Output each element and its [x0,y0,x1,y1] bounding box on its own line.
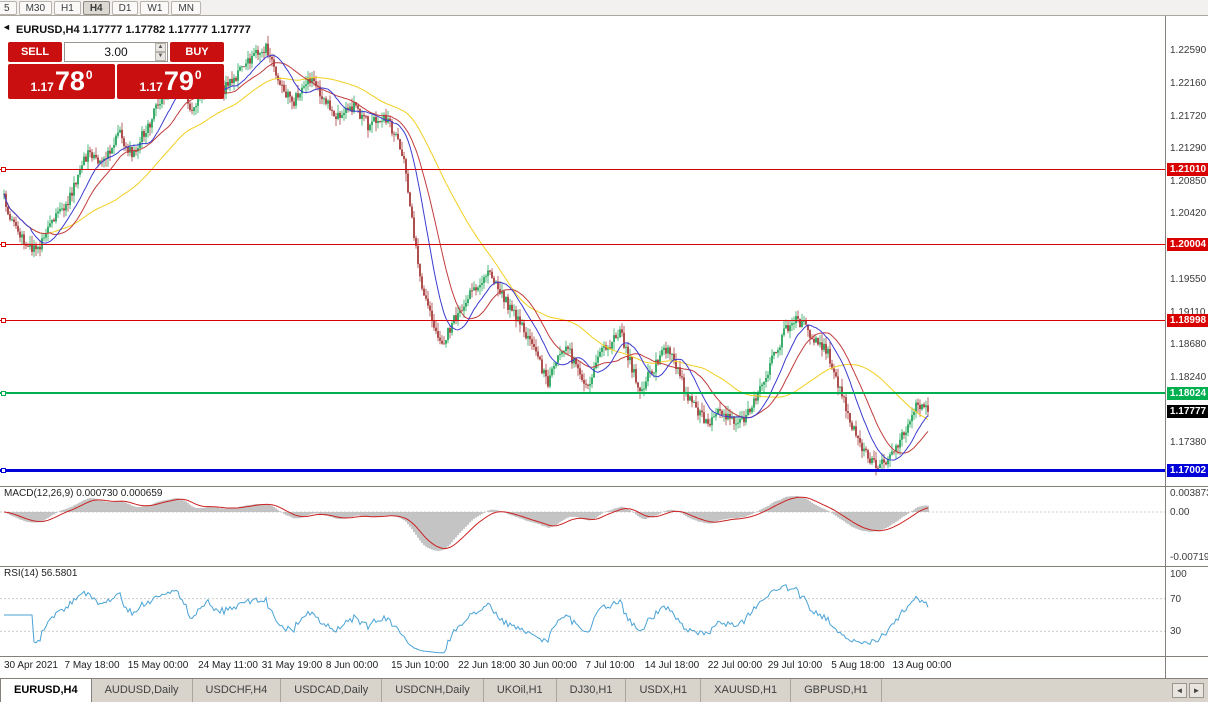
price-scale-label: 1.18240 [1170,372,1207,384]
hline-handle[interactable] [1,242,6,247]
symbol-tab-usdcad[interactable]: USDCAD,Daily [281,679,383,702]
symbol-tab-eurusd[interactable]: EURUSD,H4 [0,679,92,702]
main-chart[interactable]: ◄ EURUSD,H4 1.17777 1.17782 1.17777 1.17… [0,16,1165,486]
hline-price-badge: 1.21010 [1167,162,1208,176]
sell-price-frac: 0 [85,68,93,82]
macd-scale-label: 0.00 [1170,507,1190,518]
horizontal-line-1.18998[interactable] [0,319,1165,321]
tab-scroll-right-button[interactable]: ► [1189,683,1204,698]
macd-rsi-separator[interactable] [0,566,1208,567]
symbol-tab-bar: EURUSD,H4 AUDUSD,Daily USDCHF,H4 USDCAD,Dai… [0,678,1208,702]
hline-handle[interactable] [1,166,6,172]
timeframe-toolbar: 5 M30 H1 H4 D1 W1 MN [0,0,1208,16]
sell-price-tile[interactable]: 1.17 78 0 [8,64,115,99]
time-axis-label: 7 Jul 10:00 [585,660,635,671]
hline-price-badge: 1.17002 [1167,463,1208,477]
price-scale-label: 1.20850 [1170,176,1207,187]
buy-button[interactable]: BUY [170,42,224,62]
time-axis-label: 30 Jun 00:00 [519,660,577,671]
rsi-scale-label: 30 [1170,626,1182,638]
time-axis-label: 7 May 18:00 [64,660,120,671]
macd-label: MACD(12,26,9) 0.000730 0.000659 [4,488,163,499]
symbol-tab-audusd[interactable]: AUDUSD,Daily [92,679,193,702]
horizontal-line-1.20004[interactable] [0,244,1165,245]
symbol-tab-gbpusd[interactable]: GBPUSD,H1 [791,679,882,702]
chart-title: EURUSD,H4 1.17777 1.17782 1.17777 1.1777… [16,24,251,36]
time-axis-label: 15 Jun 10:00 [391,660,449,671]
time-axis-label: 14 Jul 18:00 [644,660,700,671]
rsi-scale-label: 100 [1170,569,1187,580]
macd-plot [0,495,1165,551]
rsi-plot [0,584,1165,654]
time-axis-label: 31 May 19:00 [261,660,323,671]
time-axis-label: 13 Aug 00:00 [892,660,952,671]
buy-price-frac: 0 [194,68,202,82]
lot-size-field[interactable]: 3.00 ▲ ▼ [64,42,168,62]
horizontal-line-1.21010[interactable] [0,168,1165,170]
price-scale-label: 1.22160 [1170,77,1207,89]
time-axis-label: 5 Aug 18:00 [831,660,885,671]
price-scale-label: 1.17380 [1170,436,1207,448]
hline-handle[interactable] [1,317,6,323]
price-scale-label: 1.19110 [1170,306,1206,318]
symbol-tab-dj30[interactable]: DJ30,H1 [557,679,627,702]
hline-handle[interactable] [1,467,6,473]
lot-size-value: 3.00 [104,45,128,59]
chart-macd-separator[interactable] [0,486,1208,487]
tab-scroll-left-button[interactable]: ◄ [1172,683,1187,698]
chart-shift-marker-icon: ◄ [2,22,11,32]
lot-increase-button[interactable]: ▲ [155,43,166,52]
time-axis-label: 22 Jul 00:00 [707,660,763,671]
time-axis-label: 8 Jun 00:00 [325,660,379,671]
time-axis-label: 30 Apr 2021 [4,660,58,671]
macd-panel[interactable]: MACD(12,26,9) 0.000730 0.000659 [0,486,1165,566]
sell-price-base: 1.17 [30,80,54,94]
current-price-badge: 1.17777 [1167,405,1208,419]
time-axis-label: 29 Jul 10:00 [767,660,823,671]
price-scale-label: 1.21290 [1170,142,1207,154]
time-axis-label: 24 May 11:00 [198,660,258,671]
sell-button[interactable]: SELL [8,42,62,62]
timeframe-button-d1[interactable]: D1 [111,0,139,15]
price-scale-label: 1.21720 [1170,110,1207,122]
symbol-tab-usdcnh[interactable]: USDCNH,Daily [382,679,484,702]
timeframe-button-h1[interactable]: H1 [54,0,81,15]
buy-price-tile[interactable]: 1.17 79 0 [117,64,224,99]
macd-scale-label: -0.007195 [1170,551,1208,563]
timeframe-button-w1[interactable]: W1 [140,0,170,15]
sell-price-pips: 78 [54,66,85,96]
time-axis-label: 15 May 00:00 [127,660,189,671]
timeframe-button-5[interactable]: 5 [0,0,17,15]
time-axis-label: 22 Jun 18:00 [458,660,516,671]
hline-handle[interactable] [1,390,6,396]
timeframe-button-mn[interactable]: MN [171,0,201,15]
price-scale-label: 1.19550 [1170,273,1207,285]
rsi-scale-label: 70 [1170,593,1182,605]
lot-decrease-button[interactable]: ▼ [155,52,166,61]
price-scale-label: 1.20420 [1170,208,1207,220]
one-click-trading-panel: SELL 3.00 ▲ ▼ BUY 1.17 78 0 1.17 79 0 [8,42,224,99]
timeframe-button-h4[interactable]: H4 [82,0,110,15]
rsi-panel[interactable]: RSI(14) 56.5801 [0,566,1165,656]
buy-price-pips: 79 [163,66,194,96]
symbol-tab-xauusd[interactable]: XAUUSD,H1 [701,679,792,702]
symbol-tab-ukoil[interactable]: UKOil,H1 [484,679,557,702]
rsi-axis-separator [0,656,1208,657]
buy-price-base: 1.17 [139,80,163,94]
time-axis[interactable]: 30 Apr 2021 7 May 18:00 15 May 00:00 24 May… [0,656,1165,678]
symbol-tab-usdchf[interactable]: USDCHF,H4 [193,679,282,702]
hline-price-badge: 1.18998 [1167,313,1208,327]
hline-price-badge: 1.20004 [1167,238,1208,251]
horizontal-line-1.17002[interactable] [0,468,1165,472]
price-scale-label: 1.22590 [1170,45,1207,57]
macd-scale-label: 0.003873 [1170,488,1208,499]
price-scale-label: 1.18680 [1170,338,1207,350]
price-scale[interactable]: 1.22590 1.22160 1.21720 1.21290 1.20850 1.204… [1165,16,1208,678]
symbol-tab-usdx[interactable]: USDX,H1 [626,679,702,702]
rsi-label: RSI(14) 56.5801 [4,568,78,579]
horizontal-line-1.18024[interactable] [0,392,1165,395]
timeframe-button-m30[interactable]: M30 [18,0,53,15]
hline-price-badge: 1.18024 [1167,386,1208,400]
